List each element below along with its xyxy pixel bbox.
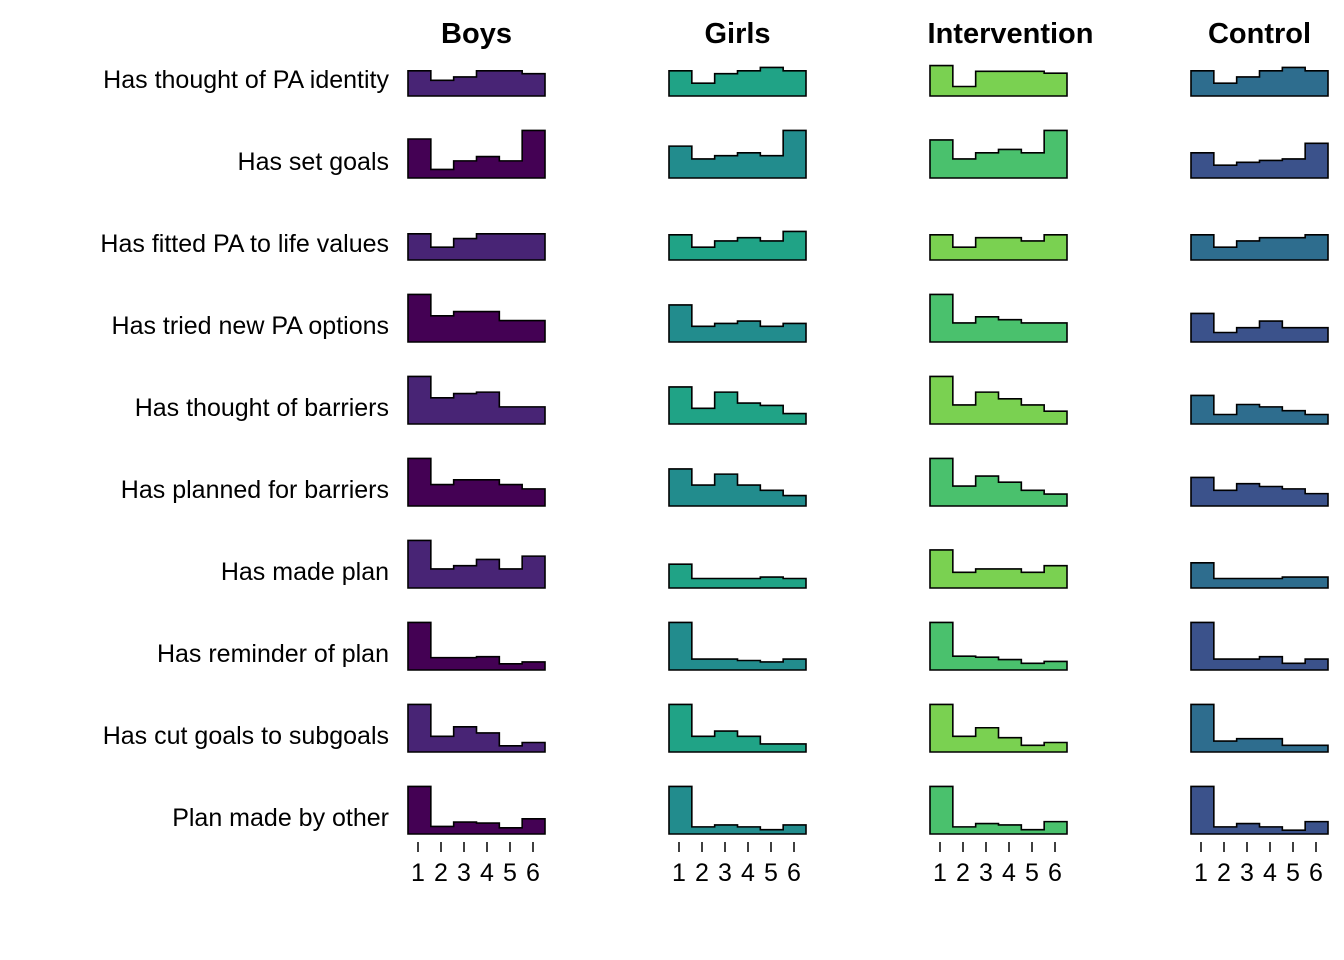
histogram-girls-row-10 (668, 785, 807, 835)
histogram-boys-row-1 (407, 69, 546, 97)
histogram-control-row-8 (1190, 621, 1329, 671)
histogram-boys-row-4 (407, 293, 546, 343)
x-tick-label: 6 (787, 859, 801, 887)
row-label: Has tried new PA options (112, 312, 389, 340)
histogram-control-row-3 (1190, 233, 1329, 261)
histogram-girls-row-7 (668, 563, 807, 589)
x-tick-label: 1 (672, 859, 686, 887)
histogram-control-row-4 (1190, 312, 1329, 343)
x-tick-label: 6 (526, 859, 540, 887)
x-tick-label: 4 (1002, 859, 1016, 887)
row-label: Has thought of PA identity (103, 66, 389, 94)
row-label: Plan made by other (172, 804, 389, 832)
histogram-boys-row-7 (407, 539, 546, 589)
x-tick-label: 2 (695, 859, 709, 887)
x-tick-label: 6 (1309, 859, 1323, 887)
row-label: Has made plan (221, 558, 389, 586)
histogram-boys-row-9 (407, 703, 546, 753)
histogram-boys-row-6 (407, 457, 546, 507)
histogram-control-row-6 (1190, 476, 1329, 507)
column-title-girls: Girls (704, 18, 770, 50)
histogram-intervention-row-3 (929, 233, 1068, 261)
column-title-control: Control (1208, 18, 1311, 50)
x-tick-label: 6 (1048, 859, 1062, 887)
histogram-boys-row-3 (407, 233, 546, 261)
x-tick-label: 3 (1240, 859, 1254, 887)
row-label: Has reminder of plan (157, 640, 389, 668)
x-tick-label: 4 (1263, 859, 1277, 887)
histogram-girls-row-5 (668, 386, 807, 425)
histogram-control-row-7 (1190, 561, 1329, 589)
histogram-girls-row-9 (668, 703, 807, 753)
histogram-intervention-row-1 (929, 64, 1068, 97)
histogram-intervention-row-7 (929, 549, 1068, 589)
x-tick-label: 1 (933, 859, 947, 887)
x-tick-label: 3 (718, 859, 732, 887)
histogram-intervention-row-2 (929, 129, 1068, 179)
histogram-intervention-row-6 (929, 457, 1068, 507)
histogram-control-row-9 (1190, 703, 1329, 753)
x-tick-label: 3 (457, 859, 471, 887)
histogram-boys-row-5 (407, 375, 546, 425)
x-tick-label: 3 (979, 859, 993, 887)
histogram-intervention-row-9 (929, 703, 1068, 753)
x-tick-label: 5 (1025, 859, 1039, 887)
row-label: Has thought of barriers (135, 394, 389, 422)
histogram-control-row-10 (1190, 785, 1329, 835)
histogram-control-row-1 (1190, 66, 1329, 97)
histogram-girls-row-6 (668, 468, 807, 507)
histogram-girls-row-3 (668, 230, 807, 261)
column-title-intervention: Intervention (928, 18, 1094, 50)
x-tick-label: 4 (480, 859, 494, 887)
histogram-boys-row-2 (407, 129, 546, 179)
histogram-girls-row-2 (668, 129, 807, 179)
histogram-intervention-row-8 (929, 621, 1068, 671)
x-tick-label: 5 (503, 859, 517, 887)
row-label: Has set goals (238, 148, 389, 176)
x-tick-label: 4 (741, 859, 755, 887)
x-tick-label: 5 (764, 859, 778, 887)
row-label: Has planned for barriers (121, 476, 389, 504)
histogram-girls-row-4 (668, 304, 807, 343)
x-tick-label: 1 (411, 859, 425, 887)
row-label: Has cut goals to subgoals (103, 722, 389, 750)
x-tick-label: 2 (1217, 859, 1231, 887)
histogram-intervention-row-5 (929, 375, 1068, 425)
histogram-intervention-row-10 (929, 785, 1068, 835)
histogram-girls-row-1 (668, 66, 807, 97)
x-tick-label: 1 (1194, 859, 1208, 887)
histogram-control-row-2 (1190, 142, 1329, 179)
x-tick-label: 2 (956, 859, 970, 887)
row-label: Has fitted PA to life values (100, 230, 389, 258)
column-title-boys: Boys (441, 18, 512, 50)
histogram-intervention-row-4 (929, 293, 1068, 343)
histogram-boys-row-8 (407, 621, 546, 671)
histogram-boys-row-10 (407, 785, 546, 835)
x-tick-label: 5 (1286, 859, 1300, 887)
histogram-girls-row-8 (668, 621, 807, 671)
histogram-control-row-5 (1190, 394, 1329, 425)
x-tick-label: 2 (434, 859, 448, 887)
